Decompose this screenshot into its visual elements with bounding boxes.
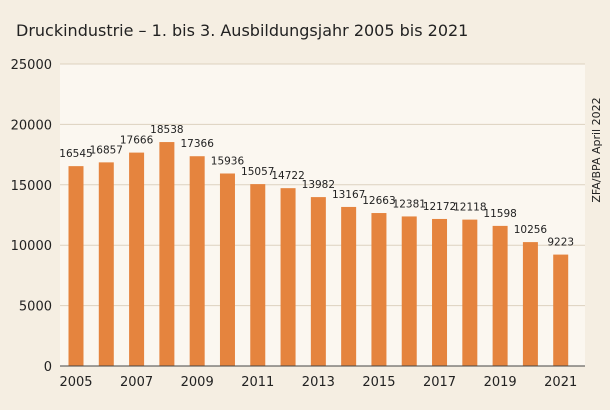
y-tick-label: 20000 <box>11 118 52 133</box>
bar-2007 <box>129 152 145 366</box>
x-tick-label-2015: 2015 <box>362 375 395 390</box>
source-note: ZFA/BPA April 2022 <box>590 97 603 202</box>
x-tick-label-2011: 2011 <box>241 375 274 390</box>
data-label-2020: 10256 <box>514 224 548 236</box>
data-label-2007: 17666 <box>120 135 154 147</box>
y-tick-label: 15000 <box>11 179 52 194</box>
y-axis-ticks: 0 5000 10000 15000 20000 25000 <box>11 58 52 375</box>
bar-2008 <box>159 142 175 366</box>
bar-2019 <box>492 225 508 366</box>
bar-2020 <box>522 242 538 366</box>
bar-2009 <box>189 156 205 366</box>
data-label-2008: 18538 <box>150 124 183 136</box>
bar-2015 <box>371 213 387 366</box>
x-axis-ticks: 2005 2007 2009 2011 2013 2015 2017 2019 2021 <box>59 375 577 390</box>
bar-2006 <box>98 162 114 366</box>
bar-2012 <box>280 188 296 366</box>
bar-2005 <box>68 166 84 366</box>
data-label-2021: 9223 <box>547 237 574 249</box>
bar-2010 <box>219 173 235 366</box>
y-tick-label: 25000 <box>11 58 52 73</box>
data-label-2016: 12381 <box>393 198 426 210</box>
y-tick-label: 5000 <box>19 300 52 315</box>
x-tick-label-2021: 2021 <box>544 375 577 390</box>
bar-2014 <box>341 206 357 366</box>
bar-2018 <box>462 219 478 366</box>
data-label-2009: 17366 <box>180 138 214 150</box>
x-tick-label-2007: 2007 <box>120 375 153 390</box>
bar-2017 <box>432 218 448 366</box>
data-label-2006: 16857 <box>90 144 123 156</box>
data-label-2015: 12663 <box>362 195 395 207</box>
bars <box>68 142 569 366</box>
data-label-2014: 13167 <box>332 189 365 201</box>
data-label-2012: 14722 <box>271 170 304 182</box>
y-tick-label: 0 <box>44 360 52 375</box>
bar-2011 <box>250 184 266 366</box>
data-label-2018: 12118 <box>453 202 486 214</box>
x-tick-label-2005: 2005 <box>59 375 92 390</box>
data-label-2010: 15936 <box>211 155 245 167</box>
x-tick-label-2013: 2013 <box>302 375 335 390</box>
data-label-2011: 15057 <box>241 166 274 178</box>
y-tick-label: 10000 <box>11 239 52 254</box>
bar-2016 <box>401 216 417 366</box>
x-tick-label-2017: 2017 <box>423 375 456 390</box>
chart-title: Druckindustrie – 1. bis 3. Ausbildungsja… <box>16 21 468 40</box>
data-label-2005: 16545 <box>59 148 92 160</box>
x-tick-label-2009: 2009 <box>181 375 214 390</box>
bar-2021 <box>553 254 569 366</box>
data-label-2017: 12172 <box>423 201 456 213</box>
data-label-2013: 13982 <box>302 179 335 191</box>
data-label-2019: 11598 <box>483 208 516 220</box>
bar-2013 <box>310 197 326 366</box>
x-tick-label-2019: 2019 <box>484 375 517 390</box>
